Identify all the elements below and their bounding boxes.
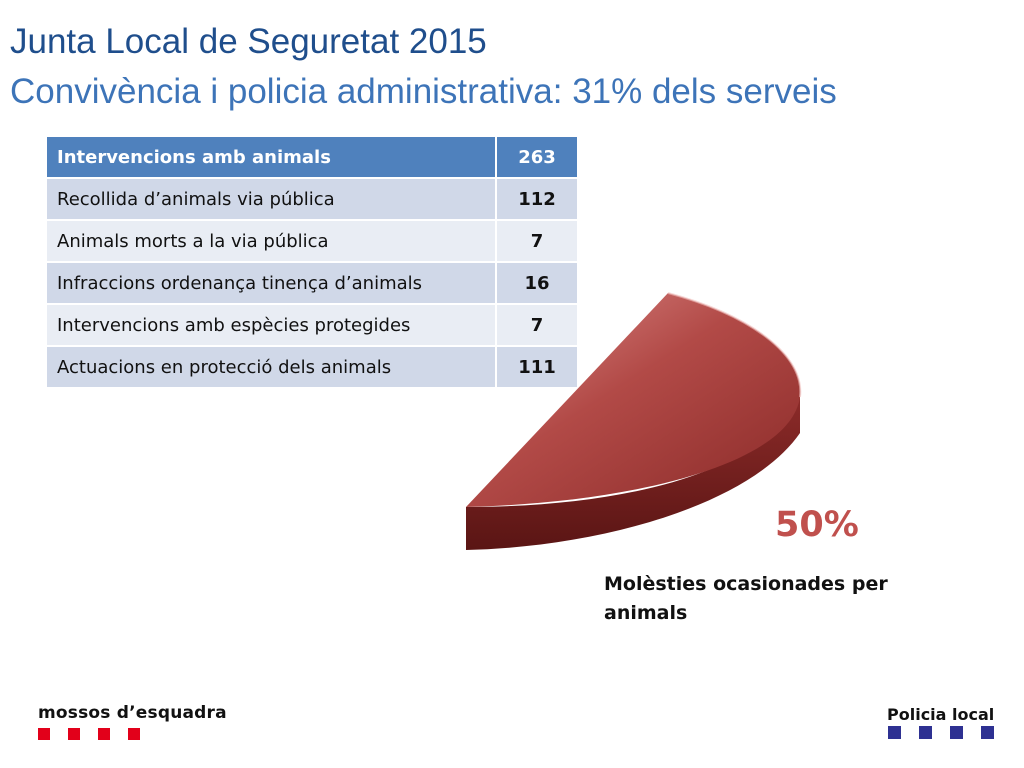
table-row: Animals morts a la via pública 7 (45, 219, 579, 263)
row-label: Intervencions amb espècies protegides (45, 303, 497, 347)
row-value: 111 (495, 345, 579, 389)
row-value: 16 (495, 261, 579, 305)
row-label: Recollida d’animals via pública (45, 177, 497, 221)
row-value: 7 (495, 303, 579, 347)
mossos-esquadra-logo: mossos d’esquadra (38, 703, 227, 723)
pie-caption: Molèsties ocasionades per animals (604, 573, 888, 624)
animal-interventions-table: Intervencions amb animals 263 Recollida … (45, 135, 579, 389)
pie-slice-highlight (667, 292, 802, 398)
policia-logo-squares (888, 726, 994, 739)
logo-square (38, 728, 50, 740)
row-label: Animals morts a la via pública (45, 219, 497, 263)
policia-local-logo: Policia local (887, 705, 995, 724)
row-value: 7 (495, 219, 579, 263)
pie-slice-graphic (466, 292, 802, 550)
page-subtitle: Convivència i policia administrativa: 31… (10, 72, 837, 111)
pie-slice-top (466, 293, 801, 507)
logo-square (950, 726, 963, 739)
page-title: Junta Local de Seguretat 2015 (10, 22, 487, 61)
logo-square (98, 728, 110, 740)
row-value: 112 (495, 177, 579, 221)
table-header-row: Intervencions amb animals 263 (45, 135, 579, 179)
table-header-label: Intervencions amb animals (45, 135, 497, 179)
table-row: Recollida d’animals via pública 112 (45, 177, 579, 221)
row-label: Actuacions en protecció dels animals (45, 345, 497, 389)
logo-square (888, 726, 901, 739)
logo-square (981, 726, 994, 739)
table-row: Actuacions en protecció dels animals 111 (45, 345, 579, 389)
mossos-logo-squares (38, 728, 140, 740)
table-row: Intervencions amb espècies protegides 7 (45, 303, 579, 347)
logo-square (919, 726, 932, 739)
logo-square (68, 728, 80, 740)
row-label: Infraccions ordenança tinença d’animals (45, 261, 497, 305)
pie-chart (460, 285, 810, 560)
table-header-value: 263 (495, 135, 579, 179)
pie-slice-side (466, 397, 800, 550)
pie-percent-label: 50% (775, 505, 859, 545)
logo-square (128, 728, 140, 740)
table-row: Infraccions ordenança tinença d’animals … (45, 261, 579, 305)
